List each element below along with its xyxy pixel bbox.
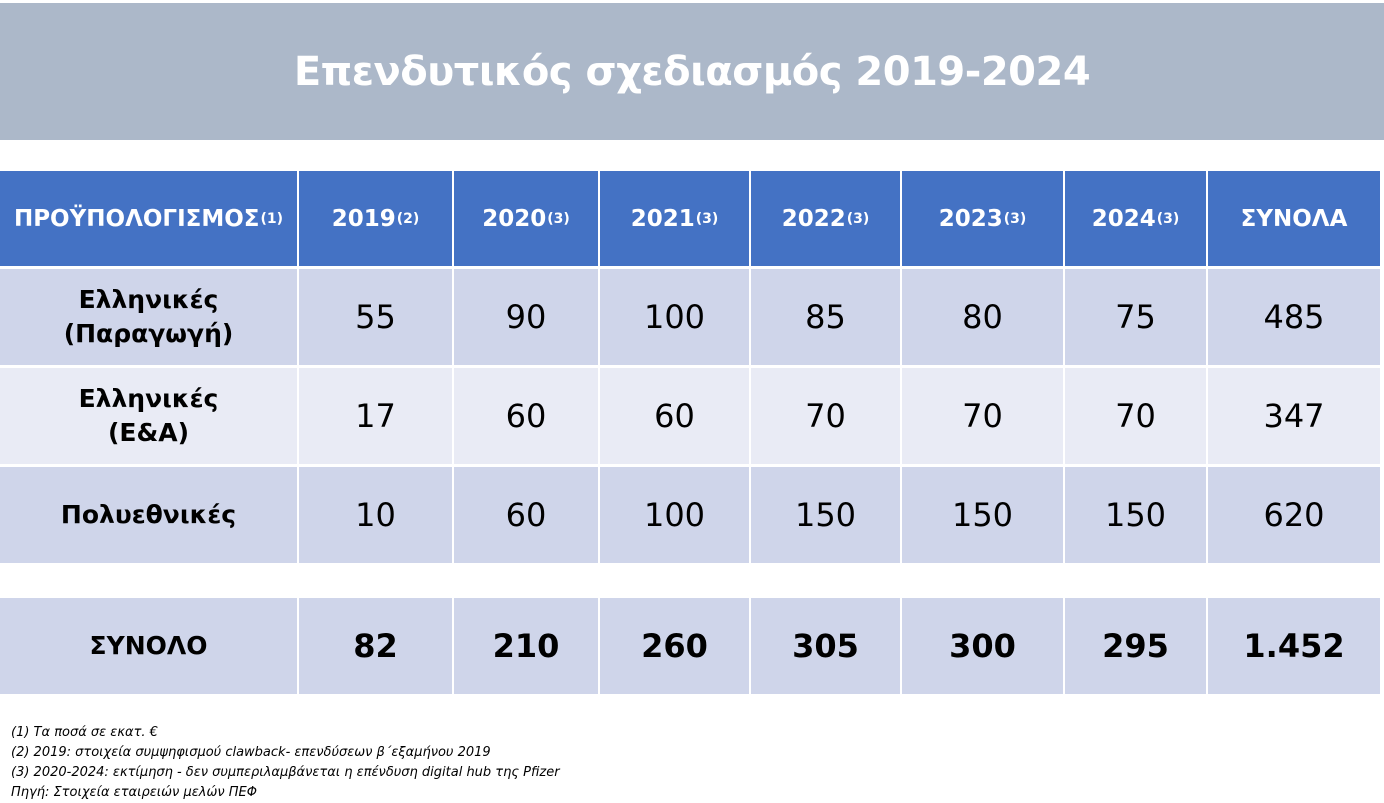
total-value: 300 [902,598,1065,694]
header-year-note: (3) [1156,210,1180,227]
row-value: 90 [454,269,600,365]
header-year: 2023 [938,205,1003,232]
row-value: 60 [454,368,600,464]
row-label-line1: Ελληνικές [78,285,219,315]
total-value: 295 [1065,598,1208,694]
footnote: (2) 2019: στοιχεία συμψηφισμού clawback-… [11,745,491,760]
row-value: 17 [299,368,454,464]
row-label-line1: Ελληνικές [78,384,219,414]
total-label: ΣΥΝΟΛΟ [0,598,299,694]
row-total: 485 [1263,298,1325,336]
header-year: 2021 [630,205,695,232]
row-label-line2: (Παραγωγή) [63,319,234,348]
row-label-line1: Πολυεθνικές [60,500,237,530]
header-year: 2020 [482,205,547,232]
header-cell-totals: ΣΥΝΟΛΑ [1208,171,1380,266]
row-label: Ελληνικές (Παραγωγή) [0,269,299,365]
total-value: 305 [751,598,902,694]
header-year-note: (2) [396,210,420,227]
row-value: 100 [600,467,751,563]
table-row: Πολυεθνικές 10 60 100 150 150 150 620 [0,467,1380,563]
total-value: 210 [454,598,600,694]
table-row: Ελληνικές (Παραγωγή) 55 90 100 85 80 75 4… [0,269,1380,365]
footnote: (3) 2020-2024: εκτίμηση - δεν συμπεριλαμ… [11,765,560,780]
row-value: 70 [751,368,902,464]
header-budget-label: ΠΡΟΫΠΟΛΟΓΙΣΜΟΣ [13,205,260,232]
table-header-row: ΠΡΟΫΠΟΛΟΓΙΣΜΟΣ (1) 2019 (2) 2020 (3) 2021 (3… [0,171,1380,266]
header-budget-note: (1) [260,210,284,227]
footnote: (1) Τα ποσά σε εκατ. € [11,725,158,740]
row-value: 150 [1065,467,1208,563]
header-year: 2019 [331,205,396,232]
header-year: 2024 [1091,205,1156,232]
header-cell-year: 2021 (3) [600,171,751,266]
header-year-note: (3) [1003,210,1027,227]
grand-total: 1.452 [1243,627,1345,665]
row-total: 620 [1263,496,1325,534]
title-band: Επενδυτικός σχεδιασμός 2019-2024 [0,3,1384,140]
table-row: Ελληνικές (Ε&Α) 17 60 60 70 70 70 347 [0,368,1380,464]
row-value: 150 [751,467,902,563]
row-total: 347 [1263,397,1325,435]
row-value: 80 [902,269,1065,365]
source-note: Πηγή: Στοιχεία εταιρειών μελών ΠΕΦ [11,785,257,800]
header-cell-budget: ΠΡΟΫΠΟΛΟΓΙΣΜΟΣ (1) [0,171,299,266]
header-year-note: (3) [547,210,570,227]
header-cell-year: 2023 (3) [902,171,1065,266]
header-year-note: (3) [695,210,719,227]
table-total-row: ΣΥΝΟΛΟ 82 210 260 305 300 295 1.452 [0,598,1380,694]
row-value: 60 [454,467,600,563]
row-value: 60 [600,368,751,464]
header-cell-year: 2022 (3) [751,171,902,266]
row-label: Πολυεθνικές [0,467,299,563]
row-value: 70 [902,368,1065,464]
header-cell-year: 2019 (2) [299,171,454,266]
header-year-note: (3) [846,210,870,227]
row-value: 85 [751,269,902,365]
header-totals-label: ΣΥΝΟΛΑ [1240,205,1348,232]
header-cell-year: 2024 (3) [1065,171,1208,266]
footnotes: (1) Τα ποσά σε εκατ. € (2) 2019: στοιχεί… [11,723,560,803]
row-value: 70 [1065,368,1208,464]
row-label-line2: (Ε&Α) [107,418,190,447]
header-cell-year: 2020 (3) [454,171,600,266]
page-title: Επενδυτικός σχεδιασμός 2019-2024 [293,48,1091,95]
header-year: 2022 [781,205,846,232]
total-value: 260 [600,598,751,694]
row-value: 55 [299,269,454,365]
row-value: 100 [600,269,751,365]
total-value: 82 [299,598,454,694]
row-value: 75 [1065,269,1208,365]
row-label: Ελληνικές (Ε&Α) [0,368,299,464]
row-value: 10 [299,467,454,563]
row-value: 150 [902,467,1065,563]
